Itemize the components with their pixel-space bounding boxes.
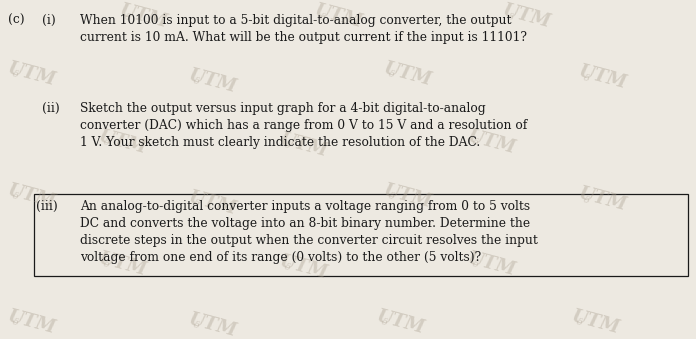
Text: δ: δ bbox=[388, 192, 396, 202]
Text: δ: δ bbox=[583, 73, 591, 83]
Text: δ: δ bbox=[123, 12, 132, 22]
Text: δ: δ bbox=[318, 12, 326, 22]
Text: δ: δ bbox=[471, 259, 480, 270]
Text: δ: δ bbox=[283, 263, 292, 273]
Text: UTM: UTM bbox=[187, 66, 239, 96]
Text: 1 V. Your sketch must clearly indicate the resolution of the DAC.: 1 V. Your sketch must clearly indicate t… bbox=[80, 136, 480, 149]
Text: UTM: UTM bbox=[381, 60, 434, 89]
Text: (c): (c) bbox=[8, 14, 24, 27]
Text: Sketch the output versus input graph for a 4-bit digital-to-analog: Sketch the output versus input graph for… bbox=[80, 102, 486, 115]
Text: discrete steps in the output when the converter circuit resolves the input: discrete steps in the output when the co… bbox=[80, 234, 538, 247]
Text: δ: δ bbox=[12, 69, 20, 80]
Text: δ: δ bbox=[102, 137, 111, 147]
Text: δ: δ bbox=[12, 192, 20, 202]
Text: δ: δ bbox=[506, 12, 514, 22]
Text: UTM: UTM bbox=[576, 185, 628, 215]
Text: UTM: UTM bbox=[6, 307, 58, 337]
Text: δ: δ bbox=[283, 141, 292, 151]
Text: δ: δ bbox=[12, 317, 20, 327]
Text: UTM: UTM bbox=[374, 307, 427, 337]
Text: UTM: UTM bbox=[6, 60, 58, 89]
Text: δ: δ bbox=[102, 259, 111, 270]
Text: δ: δ bbox=[583, 195, 591, 205]
Text: UTM: UTM bbox=[6, 182, 58, 212]
Bar bbox=[34, 194, 688, 276]
Text: UTM: UTM bbox=[569, 307, 622, 337]
Text: δ: δ bbox=[576, 317, 584, 327]
Text: (iii): (iii) bbox=[36, 200, 58, 213]
Text: δ: δ bbox=[193, 198, 201, 208]
Text: δ: δ bbox=[471, 137, 480, 147]
Text: An analog-to-digital converter inputs a voltage ranging from 0 to 5 volts: An analog-to-digital converter inputs a … bbox=[80, 200, 530, 213]
Text: UTM: UTM bbox=[187, 188, 239, 218]
Text: UTM: UTM bbox=[381, 182, 434, 212]
Text: converter (DAC) which has a range from 0 V to 15 V and a resolution of: converter (DAC) which has a range from 0… bbox=[80, 119, 528, 132]
Text: UTM: UTM bbox=[465, 127, 517, 157]
Text: δ: δ bbox=[381, 317, 389, 327]
Text: UTM: UTM bbox=[117, 2, 169, 32]
Text: UTM: UTM bbox=[96, 127, 148, 157]
Text: UTM: UTM bbox=[465, 250, 517, 279]
Text: (i): (i) bbox=[42, 14, 56, 27]
Text: (ii): (ii) bbox=[42, 102, 60, 115]
Text: δ: δ bbox=[193, 76, 201, 86]
Text: δ: δ bbox=[388, 69, 396, 80]
Text: UTM: UTM bbox=[277, 131, 329, 161]
Text: UTM: UTM bbox=[312, 2, 364, 32]
Text: voltage from one end of its range (0 volts) to the other (5 volts)?: voltage from one end of its range (0 vol… bbox=[80, 251, 481, 264]
Text: UTM: UTM bbox=[500, 2, 552, 32]
Text: δ: δ bbox=[193, 320, 201, 331]
Text: current is 10 mA. What will be the output current if the input is 11101?: current is 10 mA. What will be the outpu… bbox=[80, 31, 527, 44]
Text: When 10100 is input to a 5-bit digital-to-analog converter, the output: When 10100 is input to a 5-bit digital-t… bbox=[80, 14, 512, 27]
Text: DC and converts the voltage into an 8-bit binary number. Determine the: DC and converts the voltage into an 8-bi… bbox=[80, 217, 530, 230]
Text: UTM: UTM bbox=[576, 63, 628, 93]
Text: UTM: UTM bbox=[187, 311, 239, 339]
Text: UTM: UTM bbox=[96, 250, 148, 279]
Text: UTM: UTM bbox=[277, 253, 329, 283]
